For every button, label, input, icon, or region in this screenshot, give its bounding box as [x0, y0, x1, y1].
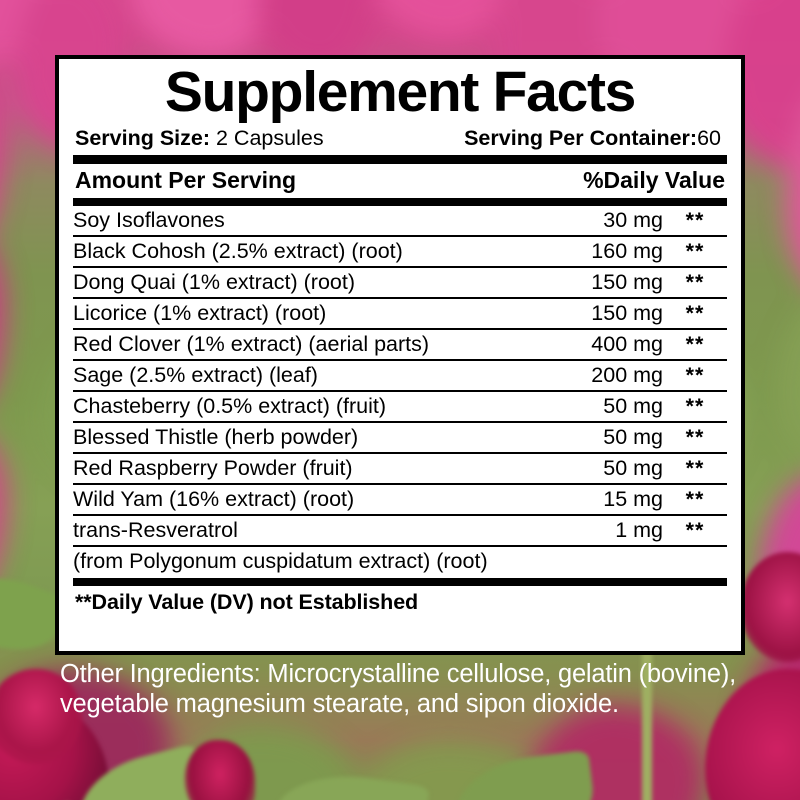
- divider-thick-under-headers: [73, 198, 727, 206]
- page-title: Supplement Facts: [164, 60, 636, 124]
- table-row: trans-Resveratrol 1 mg **: [73, 514, 727, 546]
- ingredient-name: Red Raspberry Powder (fruit): [73, 452, 565, 484]
- supplement-facts-panel: Supplement Facts Serving Size: 2 Capsule…: [55, 55, 745, 655]
- clover-flower: [740, 552, 800, 663]
- table-row: Black Cohosh (2.5% extract) (root) 160 m…: [73, 235, 727, 267]
- ingredient-name: Sage (2.5% extract) (leaf): [73, 359, 565, 391]
- plant-leaf: [269, 766, 430, 800]
- daily-value-footnote: **Daily Value (DV) not Established: [75, 590, 419, 614]
- ingredient-daily-value: **: [663, 359, 727, 391]
- plant-stem: [641, 615, 652, 800]
- table-row-subline: (from Polygonum cuspidatum extract) (roo…: [73, 545, 727, 576]
- ingredient-daily-value: **: [663, 266, 727, 298]
- other-ingredients-text: Other Ingredients: Microcrystalline cell…: [60, 660, 737, 718]
- plant-leaf: [448, 750, 599, 800]
- ingredient-amount: 150 mg: [564, 297, 663, 329]
- table-row: Sage (2.5% extract) (leaf) 200 mg **: [73, 359, 727, 391]
- ingredient-amount: 1 mg: [564, 514, 663, 546]
- serving-per-container-value: 60: [697, 126, 721, 150]
- ingredient-daily-value: **: [663, 452, 727, 484]
- ingredient-amount: 200 mg: [564, 359, 663, 391]
- amount-per-serving-header: Amount Per Serving: [75, 167, 297, 193]
- ingredient-amount: 400 mg: [564, 328, 663, 360]
- ingredient-name: Wild Yam (16% extract) (root): [73, 483, 565, 515]
- ingredients-table: Soy Isoflavones 30 mg ** Black Cohosh (2…: [73, 206, 727, 576]
- ingredient-daily-value: **: [663, 421, 727, 453]
- blossom-blob: [0, 41, 9, 262]
- ingredient-amount: 50 mg: [564, 452, 663, 484]
- serving-size: Serving Size: 2 Capsules: [75, 126, 324, 151]
- ingredient-name: trans-Resveratrol: [73, 514, 565, 546]
- divider-thick-above-footnote: [73, 578, 727, 586]
- ingredient-daily-value: **: [663, 297, 727, 329]
- ingredient-amount: 160 mg: [564, 235, 663, 267]
- ingredient-amount: 150 mg: [564, 266, 663, 298]
- serving-per-container: Serving Per Container:60: [464, 126, 725, 151]
- serving-size-value: 2 Capsules: [216, 126, 324, 150]
- ingredient-name: Dong Quai (1% extract) (root): [73, 266, 565, 298]
- serving-size-label: Serving Size:: [75, 126, 211, 150]
- table-row: Dong Quai (1% extract) (root) 150 mg **: [73, 266, 727, 298]
- ingredient-amount: 15 mg: [564, 483, 663, 515]
- ingredient-amount: 50 mg: [564, 390, 663, 422]
- ingredient-amount: 30 mg: [603, 208, 663, 232]
- ingredient-name: Blessed Thistle (herb powder): [73, 421, 565, 453]
- table-row: Red Raspberry Powder (fruit) 50 mg **: [73, 452, 727, 484]
- blossom-blob: [0, 417, 10, 608]
- daily-value-header: %Daily Value: [583, 167, 725, 193]
- clover-flower: [184, 740, 255, 800]
- ingredient-source-note: (from Polygonum cuspidatum extract) (roo…: [73, 545, 727, 576]
- table-column-headers: Amount Per Serving %Daily Value: [73, 164, 727, 196]
- ingredient-daily-value: **: [663, 328, 727, 360]
- table-row: Soy Isoflavones 30 mg **: [73, 206, 727, 236]
- ingredient-daily-value: **: [663, 483, 727, 515]
- ingredient-name: Licorice (1% extract) (root): [73, 297, 565, 329]
- ingredient-name: Chasteberry (0.5% extract) (fruit): [73, 390, 565, 422]
- serving-info-row: Serving Size: 2 Capsules Serving Per Con…: [73, 126, 727, 151]
- table-row: Chasteberry (0.5% extract) (fruit) 50 mg…: [73, 390, 727, 422]
- table-row: Wild Yam (16% extract) (root) 15 mg **: [73, 483, 727, 515]
- table-row: Blessed Thistle (herb powder) 50 mg **: [73, 421, 727, 453]
- clover-flower: [0, 668, 83, 764]
- ingredient-name: Black Cohosh (2.5% extract) (root): [73, 235, 565, 267]
- ingredient-daily-value: **: [663, 235, 727, 267]
- ingredient-daily-value: **: [685, 208, 705, 232]
- ingredient-name: Soy Isoflavones: [73, 208, 225, 232]
- divider-thick-top: [73, 155, 727, 164]
- ingredient-daily-value: **: [663, 514, 727, 546]
- serving-per-container-label: Serving Per Container:: [464, 126, 698, 150]
- table-row: Licorice (1% extract) (root) 150 mg **: [73, 297, 727, 329]
- ingredient-name: Red Clover (1% extract) (aerial parts): [73, 328, 565, 360]
- table-row: Red Clover (1% extract) (aerial parts) 4…: [73, 328, 727, 360]
- blossom-blob: [0, 220, 8, 421]
- ingredient-daily-value: **: [663, 390, 727, 422]
- ingredient-amount: 50 mg: [564, 421, 663, 453]
